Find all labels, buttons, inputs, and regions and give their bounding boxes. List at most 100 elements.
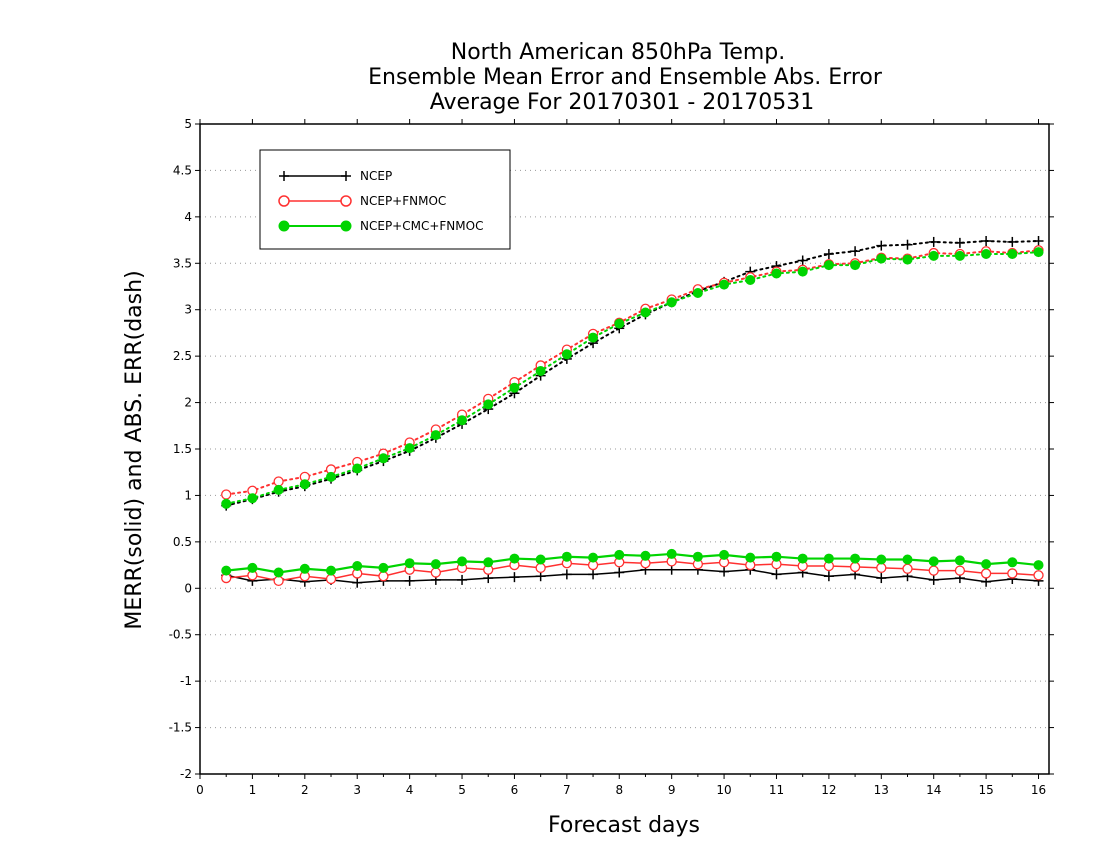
data-point <box>614 567 625 578</box>
chart-title-line-3: Average For 20170301 - 20170531 <box>430 90 815 115</box>
data-point <box>509 553 520 564</box>
data-point <box>378 562 389 573</box>
y-tick-label: -0.5 <box>169 628 192 642</box>
x-tick-label: 8 <box>615 783 623 797</box>
data-point <box>561 551 572 562</box>
data-point <box>771 551 782 562</box>
abs-err-line <box>225 249 1040 496</box>
data-point <box>876 562 887 574</box>
data-point <box>823 553 834 564</box>
data-point <box>457 574 468 585</box>
merr-line <box>226 568 1039 584</box>
data-point <box>457 556 468 567</box>
data-point <box>430 567 441 578</box>
data-point <box>692 551 703 562</box>
data-point <box>588 332 599 343</box>
x-tick-label: 9 <box>668 783 676 797</box>
data-point <box>273 567 284 578</box>
data-point <box>614 549 625 560</box>
data-point <box>745 552 756 563</box>
data-point <box>378 571 389 582</box>
data-point <box>692 288 703 298</box>
data-point <box>326 565 337 576</box>
data-point <box>247 493 258 504</box>
data-point <box>666 297 677 308</box>
data-point <box>326 471 337 482</box>
data-point <box>221 565 232 576</box>
legend: NCEP NCEP+FNMOC NCEP+CMC+FNMOC <box>259 149 511 250</box>
data-point <box>378 453 389 464</box>
data-point <box>588 569 599 580</box>
data-point <box>614 318 625 329</box>
data-point <box>902 254 913 265</box>
x-tick-label: 10 <box>716 783 731 797</box>
data-point <box>876 240 887 251</box>
y-tick-label: 2.5 <box>173 349 192 363</box>
data-point <box>299 479 310 490</box>
grid <box>200 169 1049 729</box>
legend-marker-ncep-right <box>341 171 351 181</box>
data-point <box>221 489 232 500</box>
data-point <box>1007 568 1018 579</box>
data-point <box>535 554 546 565</box>
chart-title-line-2: Ensemble Mean Error and Ensemble Abs. Er… <box>368 65 883 90</box>
data-point <box>954 555 965 566</box>
data-point <box>954 237 965 248</box>
x-tick-label: 6 <box>511 783 519 797</box>
data-point <box>640 550 651 561</box>
data-point <box>404 443 415 454</box>
data-point <box>561 569 572 580</box>
y-tick-label: -1 <box>180 674 192 688</box>
y-tick-label: -2 <box>180 767 192 781</box>
x-tick-label: 7 <box>563 783 571 797</box>
data-point <box>352 463 363 474</box>
x-tick-label: 13 <box>874 783 889 797</box>
data-point <box>850 260 861 271</box>
data-point <box>719 566 730 577</box>
x-tick-label: 15 <box>978 783 993 797</box>
data-point <box>247 562 258 573</box>
data-point <box>902 239 913 250</box>
x-tick-label: 16 <box>1031 783 1046 797</box>
chart-title: North American 850hPa Temp. Ensemble Mea… <box>368 40 883 115</box>
legend-marker-ncep-cmc-fnmoc-right <box>340 220 352 232</box>
data-point <box>1033 560 1044 571</box>
y-tick-label: 5 <box>184 117 192 131</box>
legend-marker-ncep-left <box>279 171 289 181</box>
data-point <box>928 556 939 567</box>
legend-label-ncep: NCEP <box>360 169 392 183</box>
data-point <box>1007 249 1018 259</box>
plot-frame <box>199 123 1050 775</box>
legend-box <box>259 149 511 250</box>
y-tick-label: 3.5 <box>173 256 192 270</box>
data-point <box>797 255 808 266</box>
x-tick-label: 12 <box>821 783 836 797</box>
data-point <box>483 557 494 568</box>
y-tick-label: 0 <box>184 581 192 595</box>
data-point <box>771 268 782 279</box>
data-point <box>404 558 415 569</box>
data-point <box>823 260 834 271</box>
x-tick-label: 5 <box>458 783 466 797</box>
data-point <box>1033 247 1044 258</box>
y-tick-label: 3 <box>184 303 192 317</box>
x-tick-label: 14 <box>926 783 941 797</box>
data-point <box>823 571 834 582</box>
data-point <box>535 366 546 376</box>
data-point <box>876 554 887 565</box>
data-point <box>823 249 834 259</box>
data-point <box>509 382 520 393</box>
data-point <box>273 484 284 495</box>
data-point <box>928 250 939 261</box>
data-point <box>404 575 415 586</box>
abs-err-line <box>225 239 1040 507</box>
x-axis: 0 1 2 3 4 5 6 7 8 9 10 11 12 13 14 15 16 <box>196 119 1046 797</box>
data-point <box>902 563 913 574</box>
data-point <box>954 565 966 576</box>
data-point <box>981 236 992 246</box>
data-point <box>588 552 599 563</box>
y-tick-label: 4.5 <box>173 163 192 177</box>
chart-title-line-1: North American 850hPa Temp. <box>451 40 786 65</box>
x-tick-label: 4 <box>406 783 414 797</box>
